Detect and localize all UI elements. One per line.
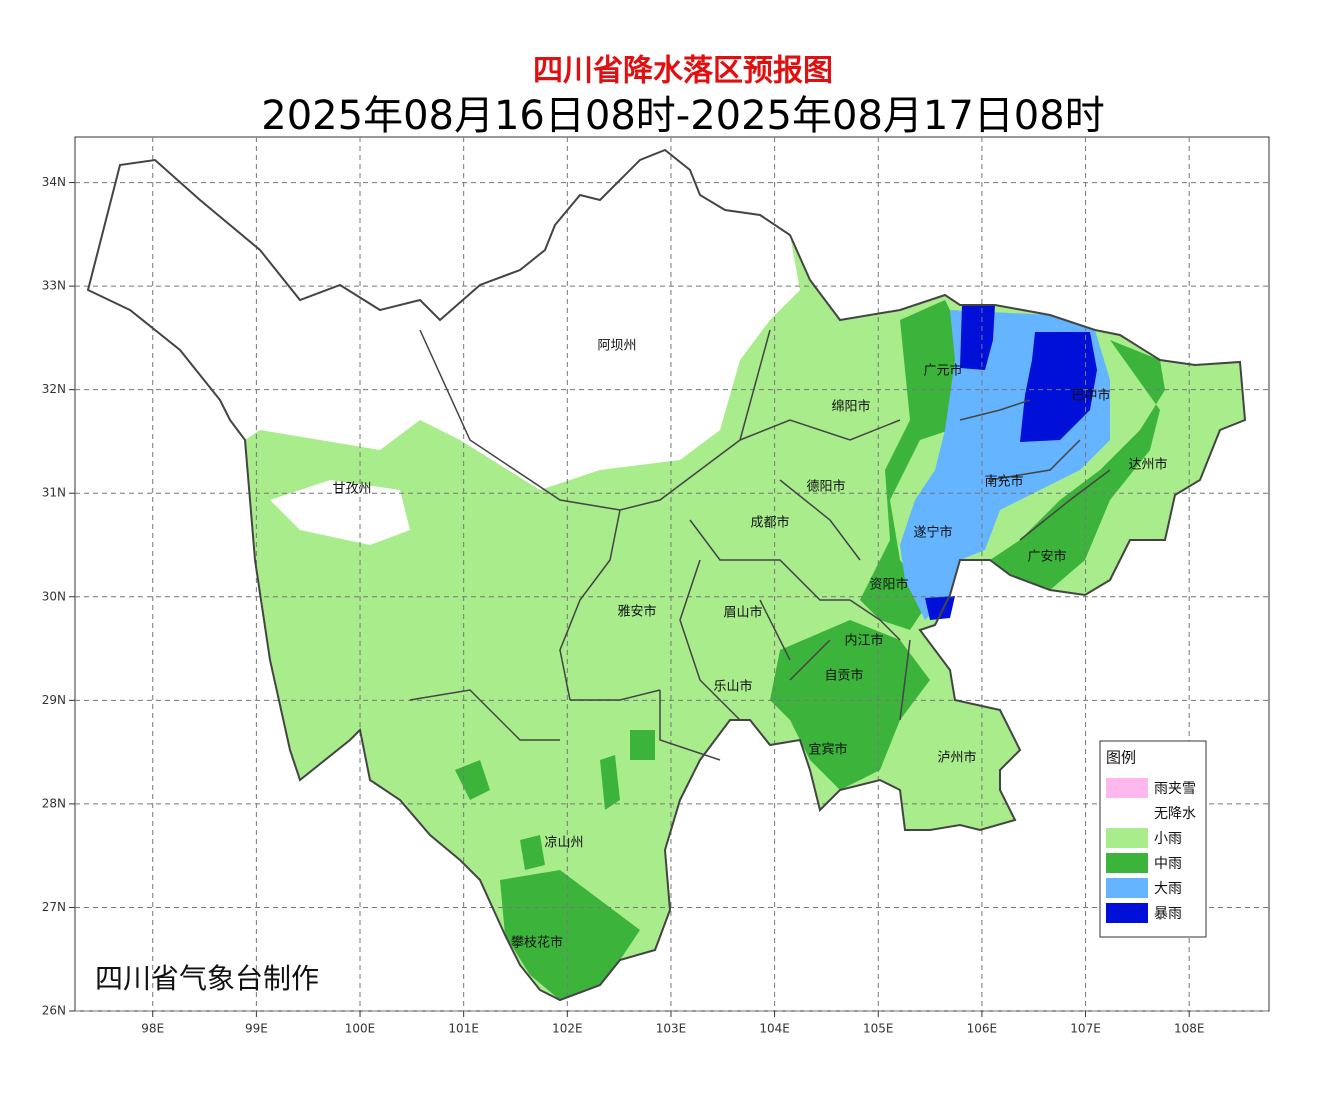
city-label: 甘孜州 <box>332 482 371 497</box>
city-label: 巴中市 <box>1071 388 1110 404</box>
lat-tick-label: 34N <box>42 175 66 189</box>
legend-label: 雨夹雪 <box>1154 781 1196 797</box>
lon-tick-label: 106E <box>967 1022 998 1036</box>
lon-tick-label: 107E <box>1070 1022 1101 1036</box>
legend-swatch <box>1106 828 1148 848</box>
legend-label: 暴雨 <box>1154 906 1182 922</box>
lon-tick-label: 102E <box>552 1022 583 1036</box>
city-label: 南充市 <box>984 474 1023 490</box>
lat-tick-label: 28N <box>42 796 66 810</box>
city-label: 雅安市 <box>617 604 656 620</box>
city-label: 凉山州 <box>544 836 583 851</box>
lon-tick-label: 99E <box>245 1022 268 1036</box>
city-boundaries <box>409 329 1111 761</box>
city-label: 眉山市 <box>723 605 762 621</box>
lon-tick-label: 108E <box>1174 1022 1205 1036</box>
legend-swatch <box>1106 803 1148 823</box>
legend-swatch <box>1106 878 1148 898</box>
city-label: 资阳市 <box>869 577 908 593</box>
city-label: 遂宁市 <box>913 525 952 541</box>
legend-swatch <box>1106 903 1148 923</box>
city-label: 自贡市 <box>824 668 863 684</box>
lon-tick-label: 100E <box>345 1022 376 1036</box>
subtitle: 2025年08月16日08时-2025年08月17日08时 <box>261 93 1104 139</box>
lat-tick-label: 27N <box>42 900 66 914</box>
province-boundary <box>86 148 1247 1002</box>
moderate-rain-area <box>455 300 1165 1000</box>
legend-swatch <box>1106 778 1148 798</box>
lat-tick-label: 30N <box>42 589 66 603</box>
city-label: 乐山市 <box>713 679 752 695</box>
city-label: 宜宾市 <box>808 742 847 758</box>
rainstorm-area <box>925 305 1097 620</box>
regions <box>88 150 1245 1000</box>
lon-tick-label: 104E <box>759 1022 790 1036</box>
city-label: 泸州市 <box>937 750 976 766</box>
title: 四川省降水落区预报图 <box>533 54 833 89</box>
city-label: 德阳市 <box>806 479 845 495</box>
lat-tick-label: 32N <box>42 382 66 396</box>
legend-label: 中雨 <box>1154 856 1182 872</box>
legend-label: 无降水 <box>1154 806 1196 822</box>
legend-label: 小雨 <box>1154 831 1182 847</box>
legend-label: 大雨 <box>1154 881 1182 897</box>
grid <box>75 137 1269 1012</box>
axes: 34N 33N 32N 31N 30N 29N 28N 27N 26N 98E 99E 100E 101… <box>42 175 1205 1035</box>
legend-swatch <box>1106 853 1148 873</box>
lon-tick-label: 105E <box>863 1022 894 1036</box>
city-label: 广元市 <box>923 363 962 379</box>
lat-tick-label: 33N <box>42 279 66 293</box>
city-label: 广安市 <box>1027 549 1066 565</box>
city-label: 阿坝州 <box>597 339 636 354</box>
city-label: 达州市 <box>1128 457 1167 473</box>
city-label: 内江市 <box>844 633 883 649</box>
lon-tick-label: 101E <box>448 1022 479 1036</box>
no-rain-area <box>88 150 800 545</box>
legend-title: 图例 <box>1106 749 1136 767</box>
lon-tick-label: 98E <box>141 1022 164 1036</box>
city-label: 成都市 <box>750 515 789 531</box>
city-label: 攀枝花市 <box>511 935 563 951</box>
lat-tick-label: 29N <box>42 693 66 707</box>
lon-tick-label: 103E <box>656 1022 687 1036</box>
boundaries <box>86 148 1247 1002</box>
lat-tick-label: 31N <box>42 486 66 500</box>
city-label: 绵阳市 <box>831 399 870 415</box>
credit: 四川省气象台制作 <box>95 962 319 995</box>
lat-tick-label: 26N <box>42 1004 66 1018</box>
